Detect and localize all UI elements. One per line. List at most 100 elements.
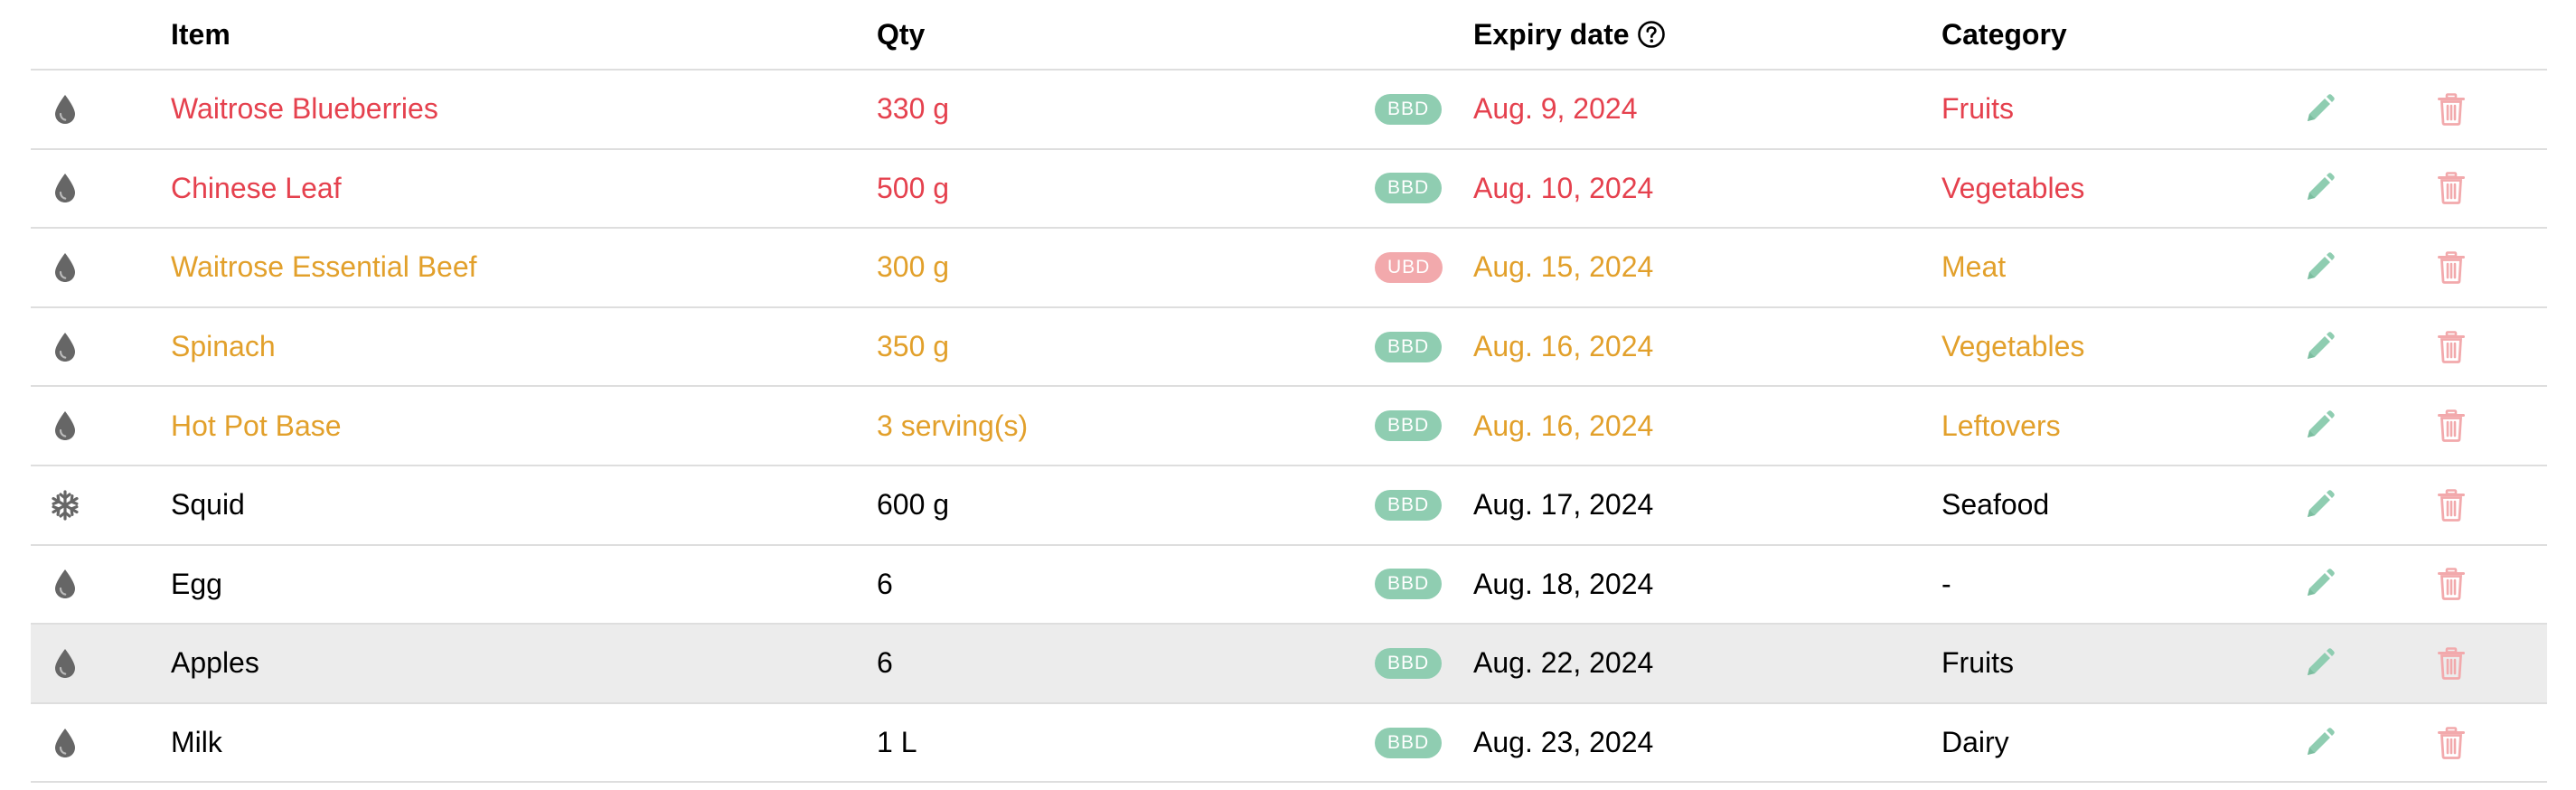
delete-button[interactable]: [2433, 704, 2469, 782]
badge-label: BBD: [1375, 93, 1443, 125]
pencil-icon: [2304, 727, 2335, 758]
item-category: Leftovers: [1941, 409, 2061, 442]
delete-button[interactable]: [2433, 466, 2469, 544]
date-type-badge: BBD: [1375, 704, 1443, 782]
header-expiry-label: Expiry date: [1473, 17, 1630, 51]
edit-button[interactable]: [2301, 71, 2337, 148]
drop-icon: [47, 387, 83, 465]
item-name: Hot Pot Base: [171, 409, 342, 442]
item-qty: 3 serving(s): [877, 409, 1029, 442]
header-category[interactable]: Category: [1941, 17, 2067, 51]
item-category: Meat: [1941, 250, 2007, 284]
item-category: Seafood: [1941, 488, 2050, 522]
table-row[interactable]: Egg 6 BBD Aug. 18, 2024 -: [31, 546, 2547, 625]
date-type-badge: BBD: [1375, 546, 1443, 624]
header-expiry-date[interactable]: Expiry date: [1473, 0, 1666, 69]
trash-icon: [2438, 330, 2465, 363]
expiry-date: Aug. 10, 2024: [1473, 171, 1654, 204]
trash-icon: [2438, 488, 2465, 522]
expiry-date: Aug. 16, 2024: [1473, 330, 1654, 363]
table-row[interactable]: Waitrose Blueberries 330 g BBD Aug. 9, 2024…: [31, 71, 2547, 150]
item-qty: 6: [877, 646, 893, 680]
edit-button[interactable]: [2301, 308, 2337, 386]
date-type-badge: BBD: [1375, 150, 1443, 228]
delete-button[interactable]: [2433, 546, 2469, 624]
trash-icon: [2438, 568, 2465, 601]
item-name: Waitrose Essential Beef: [171, 250, 477, 284]
expiry-date: Aug. 15, 2024: [1473, 250, 1654, 284]
header-qty[interactable]: Qty: [877, 17, 926, 51]
badge-label: UBD: [1375, 251, 1443, 283]
badge-label: BBD: [1375, 569, 1443, 600]
trash-icon: [2438, 409, 2465, 443]
table-row[interactable]: Milk 1 L BBD Aug. 23, 2024 Dairy: [31, 704, 2547, 784]
drop-icon: [47, 546, 83, 624]
drop-icon: [47, 150, 83, 228]
item-qty: 600 g: [877, 488, 950, 522]
table-row[interactable]: Hot Pot Base 3 serving(s) BBD Aug. 16, 2024…: [31, 387, 2547, 466]
edit-button[interactable]: [2301, 704, 2337, 782]
pencil-icon: [2304, 331, 2335, 362]
item-name: Chinese Leaf: [171, 171, 342, 204]
item-name: Waitrose Blueberries: [171, 92, 438, 126]
delete-button[interactable]: [2433, 150, 2469, 228]
edit-button[interactable]: [2301, 546, 2337, 624]
edit-button[interactable]: [2301, 387, 2337, 465]
delete-button[interactable]: [2433, 229, 2469, 306]
edit-button[interactable]: [2301, 625, 2337, 702]
edit-button[interactable]: [2301, 150, 2337, 228]
badge-label: BBD: [1375, 647, 1443, 679]
edit-button[interactable]: [2301, 229, 2337, 306]
item-name: Apples: [171, 646, 259, 680]
table-row[interactable]: Squid 600 g BBD Aug. 17, 2024 Seafood: [31, 466, 2547, 546]
item-name: Squid: [171, 488, 245, 522]
drop-icon: [47, 71, 83, 148]
trash-icon: [2438, 726, 2465, 759]
expiry-date: Aug. 9, 2024: [1473, 92, 1638, 126]
trash-icon: [2438, 92, 2465, 126]
table-row[interactable]: Chinese Leaf 500 g BBD Aug. 10, 2024 Vegetab…: [31, 150, 2547, 230]
snowflake-icon: [47, 466, 83, 544]
item-qty: 330 g: [877, 92, 950, 126]
pencil-icon: [2304, 410, 2335, 441]
item-category: Dairy: [1941, 726, 2009, 759]
expiry-date: Aug. 18, 2024: [1473, 567, 1654, 600]
badge-label: BBD: [1375, 410, 1443, 442]
item-qty: 500 g: [877, 171, 950, 204]
header-item[interactable]: Item: [171, 17, 230, 51]
delete-button[interactable]: [2433, 625, 2469, 702]
pencil-icon: [2304, 569, 2335, 599]
pencil-icon: [2304, 94, 2335, 125]
pencil-icon: [2304, 648, 2335, 679]
badge-label: BBD: [1375, 331, 1443, 362]
item-qty: 1 L: [877, 726, 917, 759]
date-type-badge: BBD: [1375, 625, 1443, 702]
badge-label: BBD: [1375, 173, 1443, 204]
table-row[interactable]: Spinach 350 g BBD Aug. 16, 2024 Vegetables: [31, 308, 2547, 388]
expiry-date: Aug. 17, 2024: [1473, 488, 1654, 522]
drop-icon: [47, 229, 83, 306]
item-category: Fruits: [1941, 92, 2014, 126]
item-name: Spinach: [171, 330, 276, 363]
help-icon[interactable]: [1637, 20, 1666, 49]
expiry-date: Aug. 16, 2024: [1473, 409, 1654, 442]
drop-icon: [47, 308, 83, 386]
delete-button[interactable]: [2433, 387, 2469, 465]
pencil-icon: [2304, 490, 2335, 521]
table-row[interactable]: Waitrose Essential Beef 300 g UBD Aug. 15, …: [31, 229, 2547, 308]
delete-button[interactable]: [2433, 71, 2469, 148]
table-header: Item Qty Expiry date Category: [31, 0, 2547, 71]
delete-button[interactable]: [2433, 308, 2469, 386]
date-type-badge: BBD: [1375, 466, 1443, 544]
item-category: -: [1941, 567, 1951, 600]
edit-button[interactable]: [2301, 466, 2337, 544]
drop-icon: [47, 704, 83, 782]
table-row[interactable]: Apples 6 BBD Aug. 22, 2024 Fruits: [31, 625, 2547, 704]
date-type-badge: UBD: [1375, 229, 1443, 306]
trash-icon: [2438, 251, 2465, 284]
drop-icon: [47, 625, 83, 702]
item-qty: 350 g: [877, 330, 950, 363]
date-type-badge: BBD: [1375, 387, 1443, 465]
item-category: Fruits: [1941, 646, 2014, 680]
item-name: Milk: [171, 726, 222, 759]
